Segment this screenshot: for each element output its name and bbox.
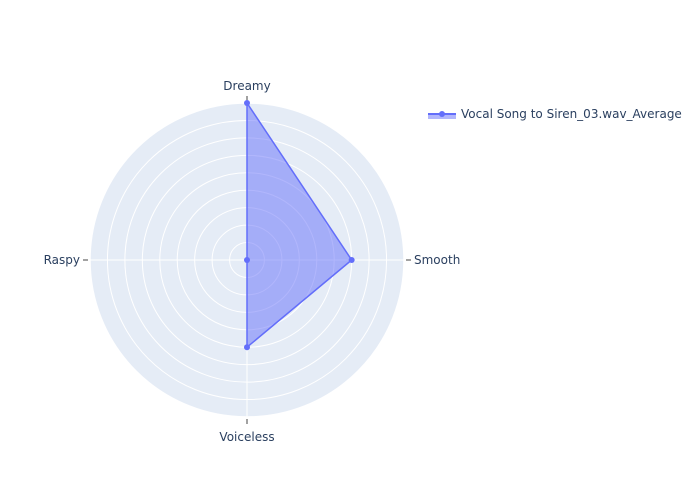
- legend-label: Vocal Song to Siren_03.wav_Average: [461, 107, 682, 121]
- series-layer: [244, 100, 355, 351]
- axis-label-voiceless: Voiceless: [219, 430, 274, 444]
- axis-label-smooth: Smooth: [414, 253, 460, 267]
- axis-labels: Dreamy Smooth Voiceless Raspy: [44, 79, 461, 444]
- legend[interactable]: Vocal Song to Siren_03.wav_Average: [428, 107, 682, 121]
- data-point-dreamy[interactable]: [244, 100, 250, 106]
- data-point-voiceless[interactable]: [244, 344, 250, 351]
- data-point-raspy[interactable]: [244, 257, 250, 263]
- axis-label-raspy: Raspy: [44, 253, 80, 267]
- axis-label-dreamy: Dreamy: [223, 79, 270, 93]
- legend-marker: [439, 111, 445, 117]
- data-point-smooth[interactable]: [348, 257, 355, 263]
